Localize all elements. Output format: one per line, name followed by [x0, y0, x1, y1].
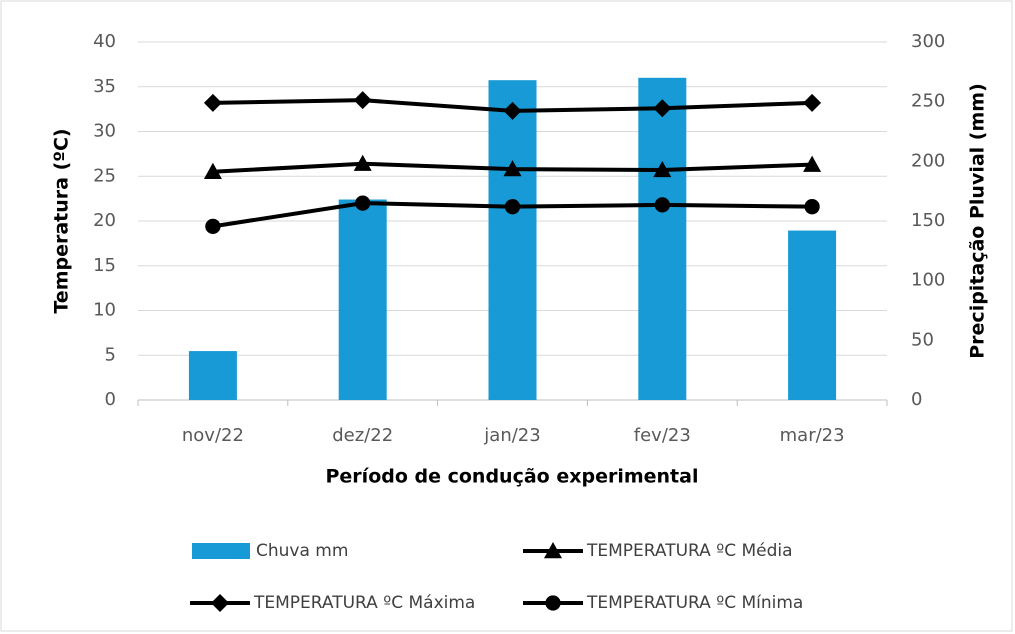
x-axis-label: Período de condução experimental: [326, 466, 699, 488]
y-tick-label: 0: [105, 389, 116, 410]
bar: [488, 80, 537, 400]
bar: [338, 199, 387, 400]
y-tick-label: 40: [93, 31, 116, 52]
legend-marker: [544, 542, 562, 559]
legend-marker: [545, 595, 561, 611]
legend-swatch: [192, 543, 250, 559]
line-marker: [205, 218, 221, 235]
line-marker: [355, 195, 371, 211]
bar: [788, 230, 837, 400]
line-marker: [653, 160, 672, 178]
y2-tick-label: 50: [911, 329, 934, 350]
legend-label: TEMPERATURA ºC Máxima: [253, 593, 475, 613]
x-tick-label: fev/23: [634, 425, 691, 446]
line-marker: [803, 93, 822, 112]
y-tick-label: 25: [93, 165, 116, 186]
line-marker: [203, 162, 222, 179]
y-tick-label: 10: [93, 300, 116, 321]
line-marker: [653, 99, 672, 118]
x-tick-label: nov/22: [182, 425, 244, 446]
legend-label: TEMPERATURA ºC Média: [586, 541, 793, 561]
y2-tick-label: 200: [911, 150, 945, 171]
y-tick-label: 30: [93, 121, 116, 142]
x-tick-label: dez/22: [332, 425, 393, 446]
line-marker: [203, 93, 222, 112]
x-tick-label: jan/23: [483, 425, 540, 446]
y2-axis-label: Precipitação Pluvial (mm): [967, 83, 989, 359]
y-tick-label: 35: [93, 76, 116, 97]
x-tick-label: mar/23: [780, 425, 845, 446]
line-marker: [504, 199, 521, 215]
line-marker: [654, 197, 670, 213]
legend-label: Chuva mm: [256, 541, 348, 561]
y-tick-label: 5: [105, 344, 116, 365]
legend-marker: [211, 594, 229, 612]
y-tick-label: 15: [93, 255, 116, 276]
y2-tick-label: 250: [911, 91, 945, 112]
y-axis-label: Temperatura (ºC): [51, 128, 73, 313]
legend-label: TEMPERATURA ºC Mínima: [586, 593, 803, 613]
line-marker: [803, 155, 822, 172]
y2-tick-label: 150: [911, 210, 945, 231]
bar: [188, 351, 237, 400]
line-marker: [503, 160, 522, 177]
line-marker: [804, 199, 820, 215]
y2-tick-label: 0: [911, 389, 922, 410]
bar: [638, 77, 687, 401]
line-marker: [503, 101, 522, 120]
line-marker: [353, 91, 372, 110]
y2-tick-label: 100: [911, 270, 945, 291]
y2-tick-label: 300: [911, 31, 945, 52]
line-marker: [353, 154, 372, 171]
y-tick-label: 20: [93, 210, 116, 231]
